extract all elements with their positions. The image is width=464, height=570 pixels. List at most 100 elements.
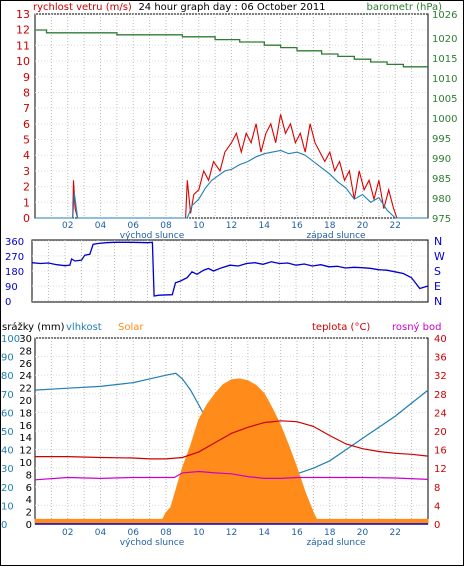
label-rain: srážky (mm) [2,321,65,333]
top-right-tick-label: 975 [432,214,451,225]
top-sunrise-label: východ slunce [120,231,185,241]
bottom-rain-tick-label: 16 [19,421,32,432]
label-dewpoint: rosný bod [392,321,441,333]
bottom-humidity-tick-label: 40 [1,446,14,457]
bottom-x-tick-label: 10 [193,528,205,538]
top-right-tick-label: 1005 [432,94,457,105]
bottom-rain-tick-label: 6 [26,483,32,494]
middle-series [31,241,429,297]
top-right-label: barometr (hPa) [367,2,443,13]
label-solar: Solar [118,322,144,333]
top-right-tick-label: 1010 [432,74,457,85]
top-x-tick-label: 16 [291,221,303,231]
bottom-temp-tick-label: 0 [434,520,440,531]
top-x-tick-label: 18 [324,221,336,231]
bottom-series-dewpoint [34,470,429,481]
bottom-humidity-tick-label: 10 [1,501,14,512]
top-right-tick-label: 995 [432,134,451,145]
bottom-temp-tick-label: 20 [434,427,447,438]
bottom-temp-tick-label: 28 [434,390,447,401]
bottom-series-solar [34,378,429,525]
bottom-rain-tick-label: 2 [26,508,32,519]
bottom-temp-tick-label: 36 [434,353,447,364]
bottom-rain-tick-label: 4 [26,495,32,506]
middle-grid [32,240,428,302]
top-right-tick-label: 990 [432,154,451,165]
top-axes: 0123456789101112139759809859909951000100… [16,8,457,231]
top-grid [35,13,428,219]
middle-right-tick-label: N [434,235,442,248]
bottom-x-tick-label: 16 [291,528,303,538]
bottom-series [34,372,429,525]
bottom-temp-tick-label: 32 [434,371,447,382]
bottom-rain-tick-label: 12 [19,446,32,457]
top-series [35,29,428,219]
top-left-tick-label: 2 [23,181,30,194]
bottom-series-temperature [35,420,429,460]
bottom-temp-tick-label: 8 [434,483,440,494]
top-left-tick-label: 3 [23,165,30,178]
bottom-x-tick-label: 04 [95,528,107,538]
top-x-tick-label: 02 [62,221,73,231]
bottom-temp-tick-label: 16 [434,446,447,457]
bottom-rain-tick-label: 20 [19,396,32,407]
top-x-tick-label: 10 [193,221,205,231]
bottom-rain-tick-label: 24 [19,371,32,382]
top-right-tick-label: 1015 [432,54,457,65]
top-right-tick-label: 1000 [432,114,457,125]
top-left-tick-label: 6 [23,118,30,131]
top-series-pressure [35,29,428,68]
bottom-x-tick-label: 18 [324,528,336,538]
top-x-tick-label: 06 [128,221,140,231]
top-right-tick-label: 985 [432,174,451,185]
bottom-x-tick-label: 14 [259,528,271,538]
top-x-tick-label: 14 [259,221,271,231]
bottom-x-tick-label: 12 [226,528,237,538]
bottom-rain-tick-label: 26 [19,359,32,370]
bottom-x-tick-label: 06 [128,528,140,538]
middle-right-tick-label: E [434,280,441,293]
bottom-rain-tick-label: 8 [26,470,32,481]
top-left-tick-label: 9 [23,71,30,84]
top-left-tick-label: 12 [16,24,30,37]
middle-right-tick-label: N [434,295,442,308]
top-x-tick-label: 12 [226,221,237,231]
bottom-x-tick-label: 02 [62,528,73,538]
top-right-tick-label: 980 [432,194,451,205]
bottom-humidity-tick-label: 50 [1,427,14,438]
top-left-tick-label: 5 [23,134,30,147]
top-left-tick-label: 1 [23,196,30,209]
top-series-gust [35,114,428,219]
middle-left-tick-label: 360 [5,237,24,248]
middle-left-tick-label: 270 [5,252,24,263]
top-left-tick-label: 8 [23,86,30,99]
middle-left-tick-label: 0 [5,297,11,308]
top-left-label: rychlost vetru (m/s) [33,2,132,13]
middle-right-tick-label: W [434,250,445,263]
middle-left-tick-label: 180 [5,267,24,278]
bottom-temp-tick-label: 4 [434,501,440,512]
top-left-tick-label: 11 [16,39,30,52]
bottom-humidity-tick-label: 60 [1,408,14,419]
top-title: 24 hour graph day : 06 October 2011 [138,2,325,13]
middle-right-tick-label: S [434,265,441,278]
bottom-temp-tick-label: 12 [434,464,447,475]
bottom-humidity-tick-label: 30 [1,464,14,475]
bottom-humidity-tick-label: 70 [1,390,14,401]
bottom-x-tick-label: 08 [160,528,172,538]
bottom-axes: 0102030405060708090100024681012141618202… [1,334,447,538]
bottom-sunrise-label: východ slunce [120,538,185,548]
top-x-tick-label: 08 [160,221,172,231]
middle-left-tick-label: 90 [5,282,18,293]
bottom-rain-tick-label: 18 [19,408,32,419]
bottom-rain-tick-label: 10 [19,458,32,469]
top-series-wind_avg [35,149,428,219]
bottom-sunset-label: západ slunce [306,538,366,548]
top-left-tick-label: 10 [16,55,30,68]
bottom-rain-tick-label: 14 [19,433,32,444]
top-right-tick-label: 1020 [432,34,457,45]
bottom-humidity-tick-label: 80 [1,371,14,382]
bottom-humidity-tick-label: 100 [1,334,20,345]
bottom-rain-tick-label: 28 [19,346,32,357]
